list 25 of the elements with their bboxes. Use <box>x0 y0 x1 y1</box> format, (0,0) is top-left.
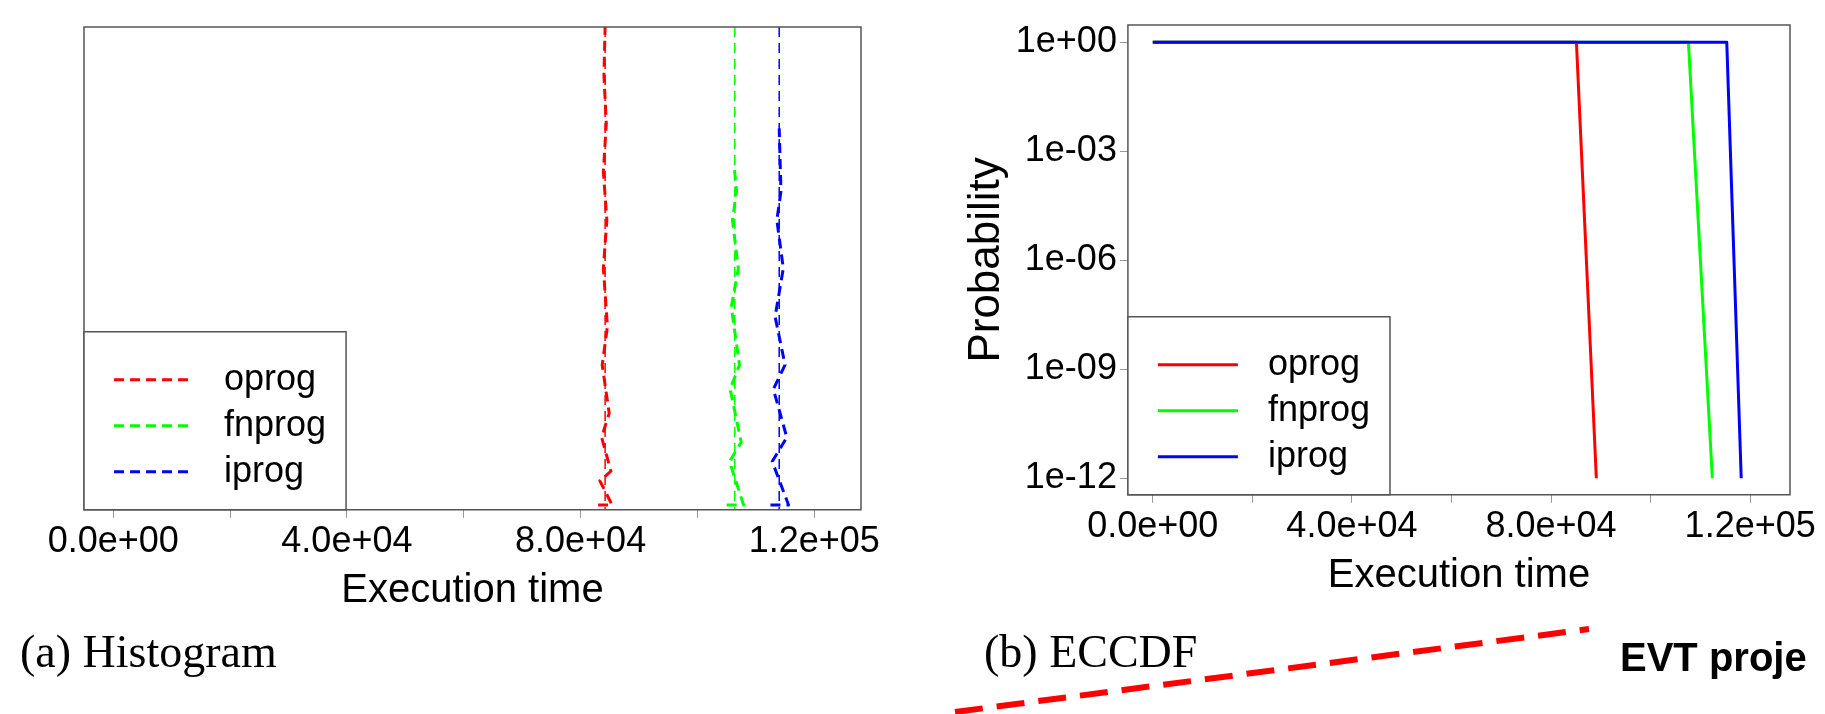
x-axis-title: Execution time <box>1327 551 1591 596</box>
text: (a) Histogram <box>20 625 277 678</box>
x-tick-label: 8.0e+04 <box>1485 504 1617 546</box>
legend-label: iprog <box>224 448 305 490</box>
y-tick-label: 1e-12 <box>1024 455 1117 497</box>
legend-label: oprog <box>1267 341 1360 383</box>
x-tick-label: 1.2e+05 <box>1684 504 1816 546</box>
y-axis-title: Probability <box>958 157 1008 363</box>
legend-label: fnprog <box>1267 387 1370 429</box>
x-tick-label: 8.0e+04 <box>515 519 647 561</box>
legend-label: fnprog <box>224 402 327 444</box>
x-tick-label: 4.0e+04 <box>1286 504 1418 546</box>
legend-label: oprog <box>224 356 317 398</box>
x-tick-label: 0.0e+00 <box>1087 504 1219 546</box>
x-tick-label: 0.0e+00 <box>47 519 179 561</box>
y-tick-label: 1e-09 <box>1024 346 1117 388</box>
text: (b) ECCDF <box>984 625 1198 678</box>
text: EVT proje <box>1620 635 1807 680</box>
y-tick-label: 1e+00 <box>1015 19 1117 61</box>
y-tick-label: 1e-06 <box>1024 237 1117 279</box>
x-tick-label: 1.2e+05 <box>748 519 880 561</box>
x-tick-label: 4.0e+04 <box>281 519 413 561</box>
legend-label: iprog <box>1267 433 1348 475</box>
x-axis-title: Execution time <box>341 566 604 611</box>
y-tick-label: 1e-03 <box>1024 128 1117 170</box>
